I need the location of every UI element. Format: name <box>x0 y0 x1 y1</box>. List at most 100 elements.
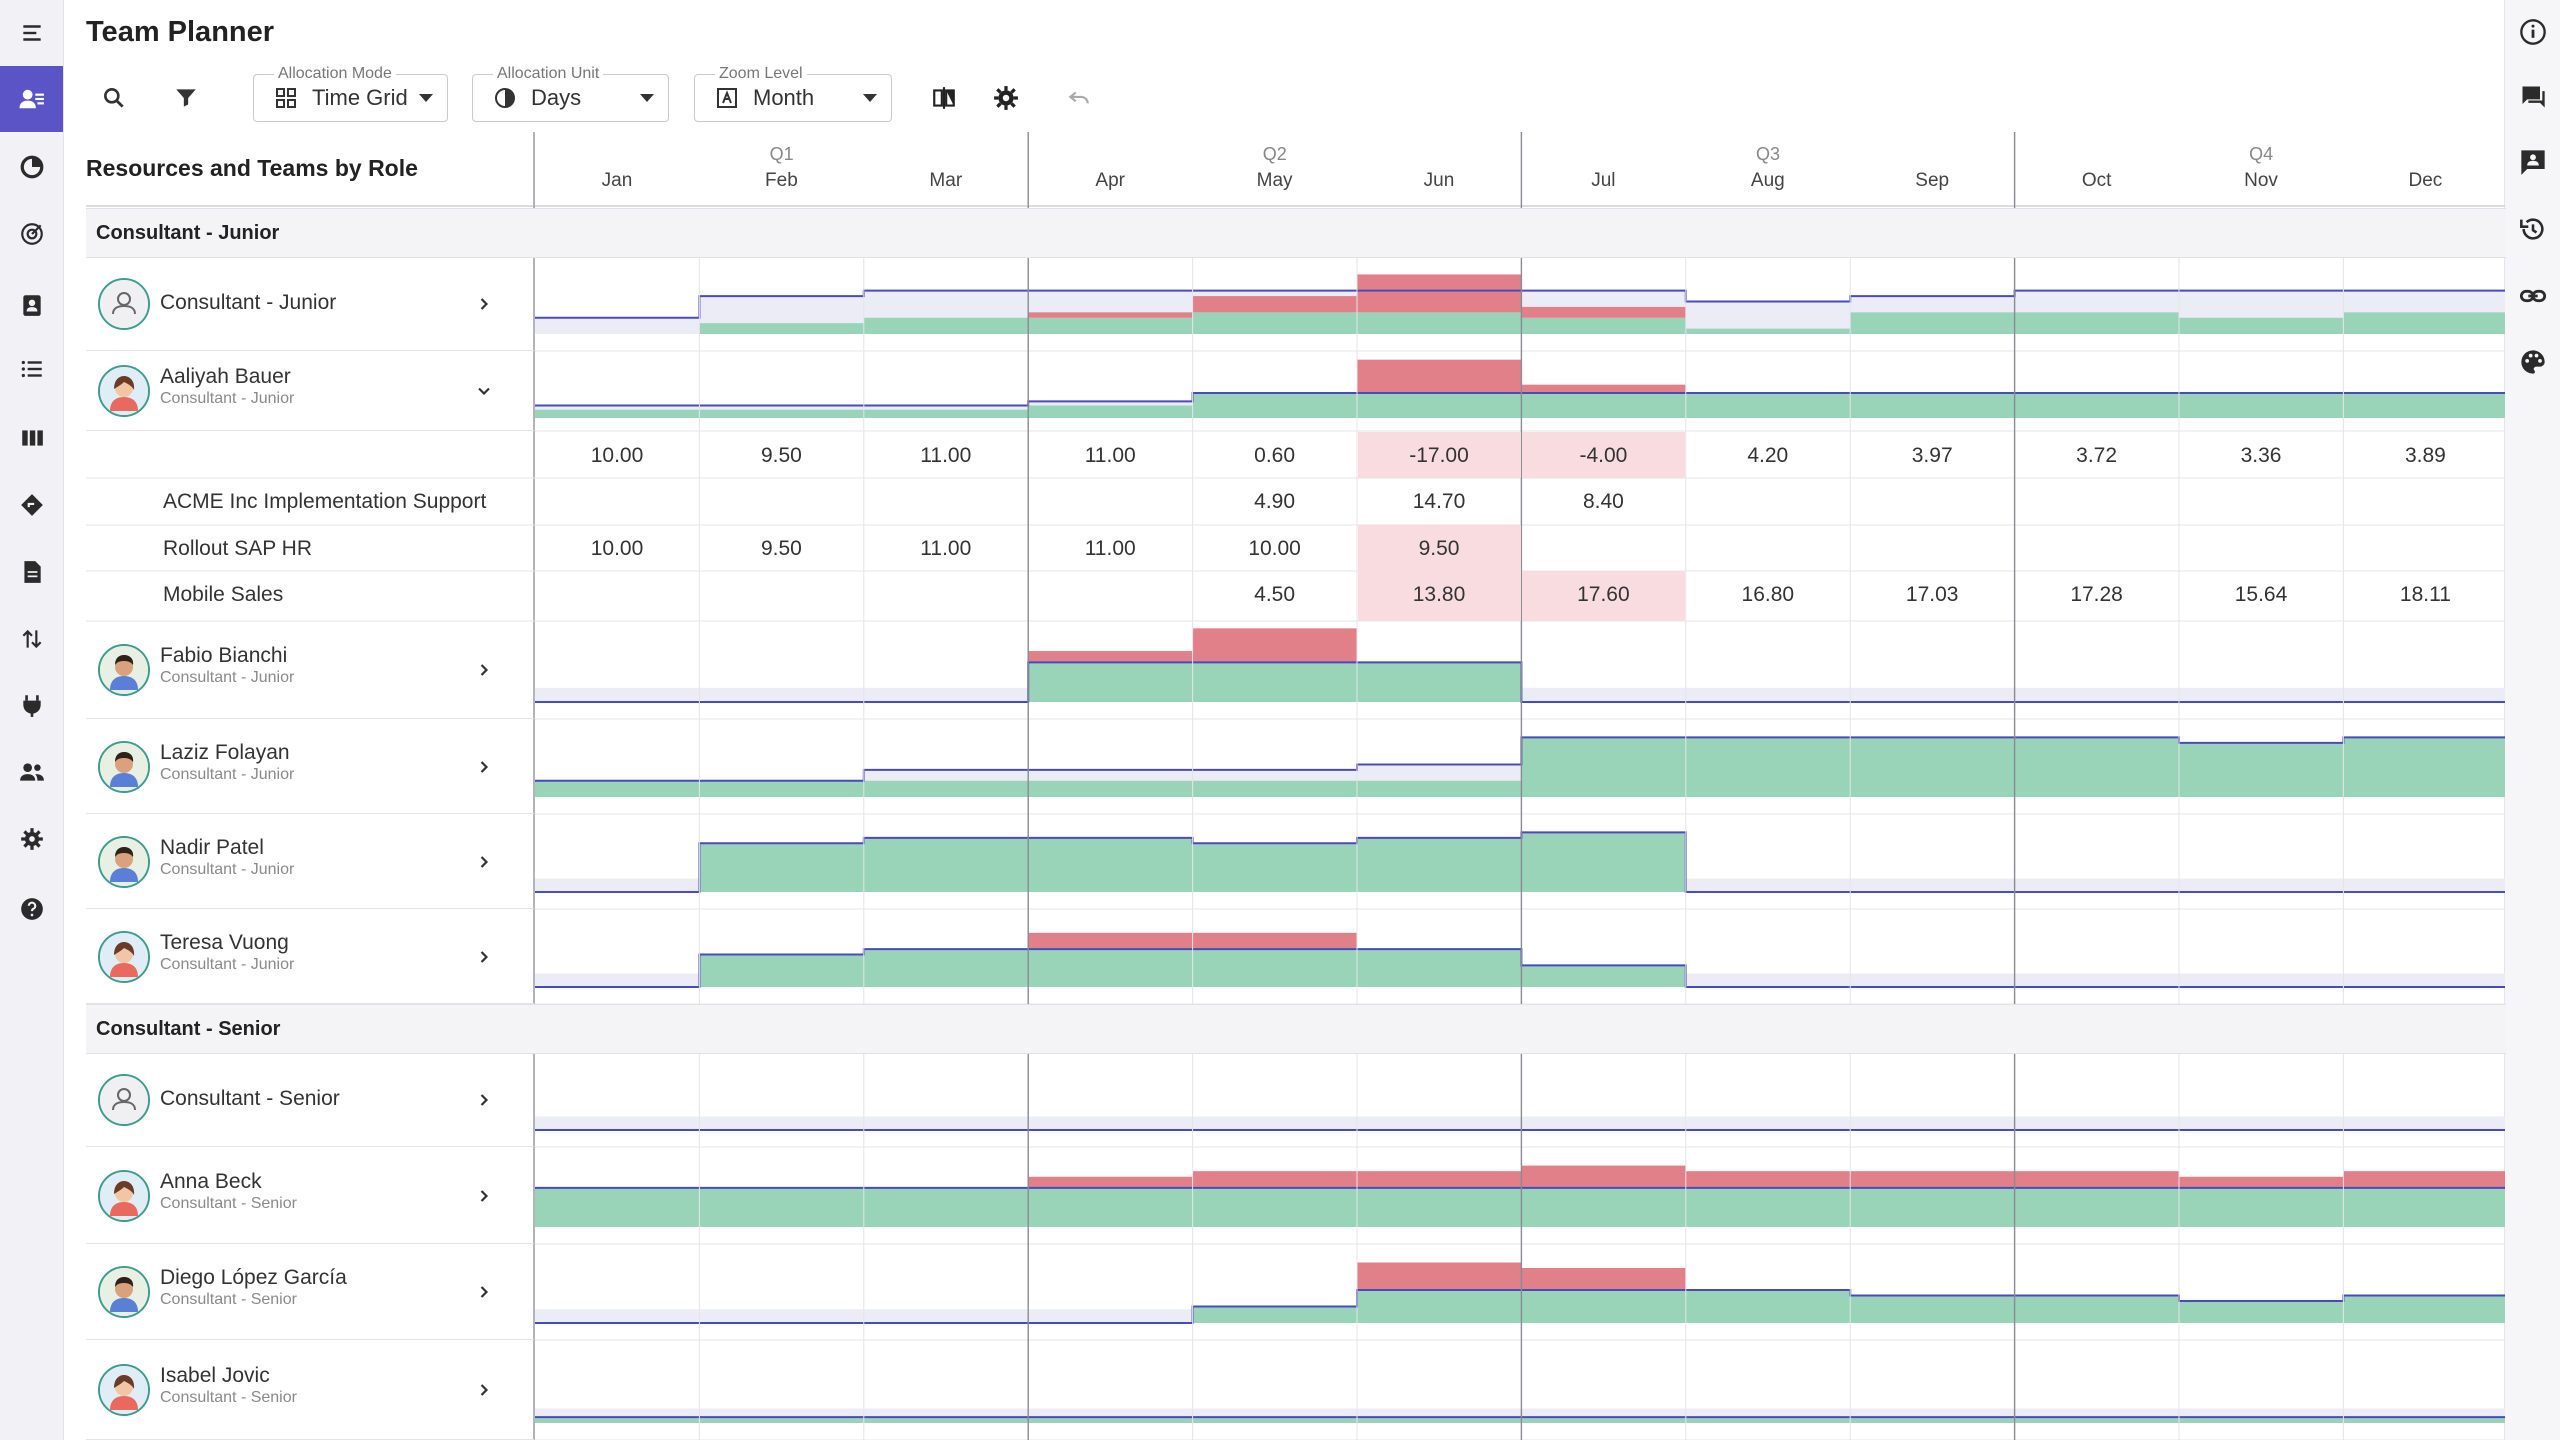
man-avatar-icon <box>100 837 148 886</box>
nav-item-menu[interactable] <box>0 0 63 66</box>
right-bar-palette-button[interactable] <box>2505 332 2560 392</box>
allocation-unit-value: Days <box>531 85 582 110</box>
allocation-unit-select[interactable]: Allocation Unit Days <box>472 65 669 122</box>
allocated-bar <box>1521 317 1686 334</box>
right-bar-link-button[interactable] <box>2505 266 2560 326</box>
allocated-bar <box>699 843 864 892</box>
resource-row[interactable]: Isabel Jovic Consultant - Senior <box>86 1340 534 1440</box>
resource-name: Laziz Folayan <box>160 740 290 764</box>
nav-item-gear[interactable] <box>0 806 63 872</box>
allocated-bar <box>2179 1301 2344 1323</box>
month-label: Oct <box>2081 170 2112 191</box>
right-sidebar <box>2504 0 2560 1440</box>
free-capacity-zone <box>863 1309 1029 1323</box>
resource-row[interactable]: Laziz Folayan Consultant - Junior <box>86 719 534 814</box>
month-label: Apr <box>1095 170 1125 191</box>
allocated-bar <box>1685 1417 1851 1423</box>
right-bar-feedback-button[interactable] <box>2505 132 2560 192</box>
month-label: Aug <box>1750 170 1785 191</box>
free-capacity-zone <box>535 687 700 702</box>
left-navigation <box>0 0 64 1440</box>
resource-row[interactable]: Diego López García Consultant - Senior <box>86 1244 534 1340</box>
avatar <box>98 1073 150 1126</box>
resource-row[interactable]: Aaliyah Bauer Consultant - Junior <box>86 351 534 431</box>
resource-row[interactable]: Fabio Bianchi Consultant - Junior <box>86 621 534 719</box>
avatar <box>98 1169 150 1222</box>
overallocated-cell <box>1522 571 1686 621</box>
allocated-bar <box>1192 1417 1357 1423</box>
chevron-right-icon[interactable] <box>474 1090 494 1110</box>
chevron-right-icon[interactable] <box>474 1282 494 1302</box>
allocation-mode-select[interactable]: Allocation Mode Time Grid <box>253 65 448 122</box>
chevron-right-icon[interactable] <box>474 757 494 777</box>
allocated-bar <box>1028 949 1193 987</box>
compare-button[interactable] <box>926 80 962 116</box>
chevron-right-icon[interactable] <box>474 947 494 967</box>
avatar <box>98 835 150 888</box>
resource-row[interactable]: Anna Beck Consultant - Senior <box>86 1147 534 1244</box>
project-value: 15.64 <box>2234 583 2288 606</box>
nav-item-contact-card[interactable] <box>0 272 63 338</box>
chevron-right-icon[interactable] <box>474 1380 494 1400</box>
chevron-right-icon[interactable] <box>474 294 494 314</box>
allocated-bar <box>1357 949 1522 987</box>
overallocated-cell <box>1358 571 1521 621</box>
resource-row[interactable]: Nadir Patel Consultant - Junior <box>86 814 534 909</box>
nav-item-document[interactable] <box>0 539 63 605</box>
resource-row[interactable]: Consultant - Senior <box>86 1052 534 1147</box>
zoom-level-select[interactable]: Zoom Level Month <box>694 65 892 122</box>
group-row: Consultant - Junior <box>86 208 2506 258</box>
resource-row[interactable]: Consultant - Junior <box>86 256 534 351</box>
resource-name: Aaliyah Bauer <box>160 365 291 388</box>
nav-item-people[interactable] <box>0 739 63 805</box>
chevron-right-icon[interactable] <box>474 852 494 872</box>
total-value: 3.89 <box>2404 444 2446 467</box>
right-bar-chat-button[interactable] <box>2505 67 2560 127</box>
nav-item-plug[interactable] <box>0 672 63 738</box>
allocated-bar <box>1357 1187 1522 1227</box>
chevron-right-icon[interactable] <box>474 1186 494 1206</box>
nav-item-roadmap[interactable] <box>0 472 63 538</box>
search-button[interactable] <box>96 80 132 116</box>
nav-item-transfer[interactable] <box>0 606 63 672</box>
project-value: 8.40 <box>1582 490 1624 513</box>
settings-button[interactable] <box>988 80 1024 116</box>
quarter-label: Q3 <box>1755 144 1780 164</box>
nav-item-board[interactable] <box>0 405 63 471</box>
resource-role: Consultant - Senior <box>160 1291 297 1308</box>
people-icon <box>19 763 44 781</box>
project-value: 10.00 <box>590 537 644 560</box>
filter-button[interactable] <box>168 80 204 116</box>
allocated-bar <box>699 1417 864 1423</box>
group-label: Consultant - Senior <box>96 1018 281 1040</box>
free-capacity-zone <box>2014 687 2179 702</box>
free-capacity-zone <box>2343 878 2505 892</box>
allocated-bar <box>1028 1187 1193 1227</box>
right-bar-history-button[interactable] <box>2505 199 2560 259</box>
search-icon <box>104 88 124 108</box>
allocated-bar <box>1685 1187 1851 1227</box>
allocated-bar <box>1685 328 1851 334</box>
nav-item-team-planner[interactable] <box>0 66 63 132</box>
allocated-bar <box>2179 1187 2344 1227</box>
avatar <box>98 740 150 793</box>
resource-name: Consultant - Senior <box>160 1086 340 1110</box>
allocated-bar <box>1192 393 1357 418</box>
allocated-bar <box>1521 965 1686 987</box>
nav-item-pie-chart[interactable] <box>0 134 63 200</box>
chevron-right-icon[interactable] <box>474 660 494 680</box>
palette-icon <box>2520 350 2545 374</box>
allocated-bar <box>1850 1295 2015 1323</box>
free-capacity-zone <box>699 1116 864 1130</box>
allocated-bar <box>1521 1290 1686 1323</box>
resource-row[interactable]: Teresa Vuong Consultant - Junior <box>86 909 534 1004</box>
nav-item-help[interactable] <box>0 876 63 942</box>
right-bar-info-button[interactable] <box>2505 2 2560 62</box>
chevron-down-icon[interactable] <box>474 381 494 401</box>
allocated-bar <box>699 780 864 797</box>
avatar <box>98 930 150 983</box>
undo-button[interactable] <box>1061 80 1097 116</box>
nav-item-target[interactable] <box>0 201 63 267</box>
woman-avatar-icon <box>100 367 148 415</box>
nav-item-list[interactable] <box>0 336 63 402</box>
